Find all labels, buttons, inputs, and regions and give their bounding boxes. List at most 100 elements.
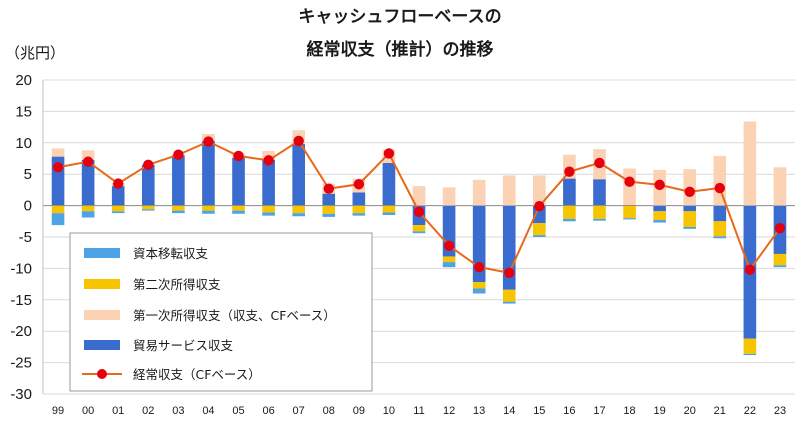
bar-segment xyxy=(472,288,486,294)
bar-segment xyxy=(382,162,396,206)
bar-segment xyxy=(442,262,456,268)
bar-segment xyxy=(713,155,727,206)
y-tick-label: -30 xyxy=(10,386,32,403)
y-tick-label: -25 xyxy=(10,355,32,372)
x-tick-label: 21 xyxy=(714,405,726,417)
bar-segment xyxy=(593,205,606,219)
x-tick-label: 15 xyxy=(533,405,545,417)
legend-box xyxy=(69,232,373,392)
bar-segment xyxy=(683,211,697,227)
line-point xyxy=(173,149,184,160)
bar-segment xyxy=(232,205,245,211)
bar-segment xyxy=(442,187,456,206)
line-point xyxy=(353,179,365,190)
bar-segment xyxy=(683,226,697,229)
bar-segment xyxy=(412,225,426,232)
y-axis-ticks: 20 15 10 5 0 -5 -10 -15 -20 -25 -30 xyxy=(10,72,32,403)
bar-segment xyxy=(533,223,546,236)
line-point xyxy=(443,240,455,251)
bar-segment xyxy=(593,179,606,206)
bar-segment xyxy=(262,212,275,216)
bar-segment xyxy=(81,211,95,218)
x-tick-label: 22 xyxy=(744,405,756,417)
y-tick-label: -20 xyxy=(10,323,32,340)
bar-segment xyxy=(653,220,666,223)
bar-segment xyxy=(743,353,757,356)
y-tick-label: -5 xyxy=(19,229,32,246)
bar-segment xyxy=(262,159,275,206)
bar-segment xyxy=(623,218,636,220)
y-tick-label: 10 xyxy=(15,135,32,152)
x-axis-ticks: 99 00 01 02 03 04 05 06 07 08 09 10 11 12 13 14 15 16 17 18… xyxy=(52,405,786,417)
legend-label: 貿易サービス収支 xyxy=(133,338,234,353)
bar-segment xyxy=(472,282,486,289)
current-account-line xyxy=(52,135,786,278)
line-point xyxy=(323,183,334,194)
line-point xyxy=(52,162,64,173)
line-point xyxy=(504,267,515,278)
x-tick-label: 02 xyxy=(142,405,154,417)
y-axis-unit-label: （兆円） xyxy=(5,45,65,62)
bar-segment xyxy=(352,205,366,214)
bar-segment xyxy=(623,205,636,219)
y-tick-label: 20 xyxy=(15,72,32,89)
bar-segment xyxy=(743,338,757,354)
line-point xyxy=(774,223,786,234)
x-tick-label: 23 xyxy=(774,405,786,417)
legend-swatch xyxy=(84,310,120,320)
bar-segment xyxy=(111,186,125,206)
line-point xyxy=(233,150,244,162)
x-tick-label: 05 xyxy=(232,405,244,417)
bar-segment xyxy=(533,175,546,206)
bar-segment xyxy=(713,236,727,239)
line-point xyxy=(534,201,545,212)
x-tick-label: 12 xyxy=(443,405,455,417)
bar-segment xyxy=(533,235,546,237)
bar-segment xyxy=(563,218,576,222)
bar-segment xyxy=(563,178,576,206)
chart-title: キャッシュフローベースの xyxy=(298,7,501,27)
line-point xyxy=(82,156,94,167)
bar-segment xyxy=(713,221,727,237)
bar-segment xyxy=(111,205,125,212)
bar-segment xyxy=(202,210,215,214)
bar-segment xyxy=(141,164,155,206)
x-tick-label: 03 xyxy=(172,405,184,417)
x-tick-label: 06 xyxy=(262,405,274,417)
legend-label: 第二次所得収支 xyxy=(133,277,221,292)
bar-segment xyxy=(502,289,516,302)
line-point xyxy=(564,166,575,177)
bar-segment xyxy=(322,205,336,214)
x-tick-label: 11 xyxy=(413,405,424,417)
bar-segment xyxy=(51,148,65,157)
line-point xyxy=(203,136,214,147)
legend-swatch xyxy=(84,279,120,289)
bar-segment xyxy=(141,209,155,211)
bar-segment xyxy=(292,213,305,217)
bar-segment xyxy=(563,205,576,219)
legend-label: 第一次所得収支（収支、CFベース） xyxy=(133,308,336,323)
line-point xyxy=(293,135,304,147)
bar-segment xyxy=(81,159,95,206)
x-tick-label: 17 xyxy=(593,405,605,417)
x-tick-label: 99 xyxy=(52,405,64,417)
bar-segment xyxy=(382,212,396,216)
x-tick-label: 18 xyxy=(623,405,635,417)
bar-segment xyxy=(262,205,275,213)
bar-segment xyxy=(172,205,185,211)
bar-segment xyxy=(202,140,215,206)
bar-segment xyxy=(683,205,697,212)
bar-segment xyxy=(743,121,757,206)
bar-segment xyxy=(502,175,516,206)
x-tick-label: 13 xyxy=(473,405,485,417)
bar-segment xyxy=(172,155,185,206)
line-point xyxy=(594,157,605,169)
bar-segment xyxy=(412,231,426,234)
chart-title-line2: 経常収支（推計）の推移 xyxy=(307,39,494,60)
x-tick-label: 04 xyxy=(202,405,214,417)
bar-segment xyxy=(653,211,666,221)
line-point xyxy=(624,176,635,187)
x-tick-label: 16 xyxy=(563,405,575,417)
y-tick-label: -10 xyxy=(10,260,32,277)
